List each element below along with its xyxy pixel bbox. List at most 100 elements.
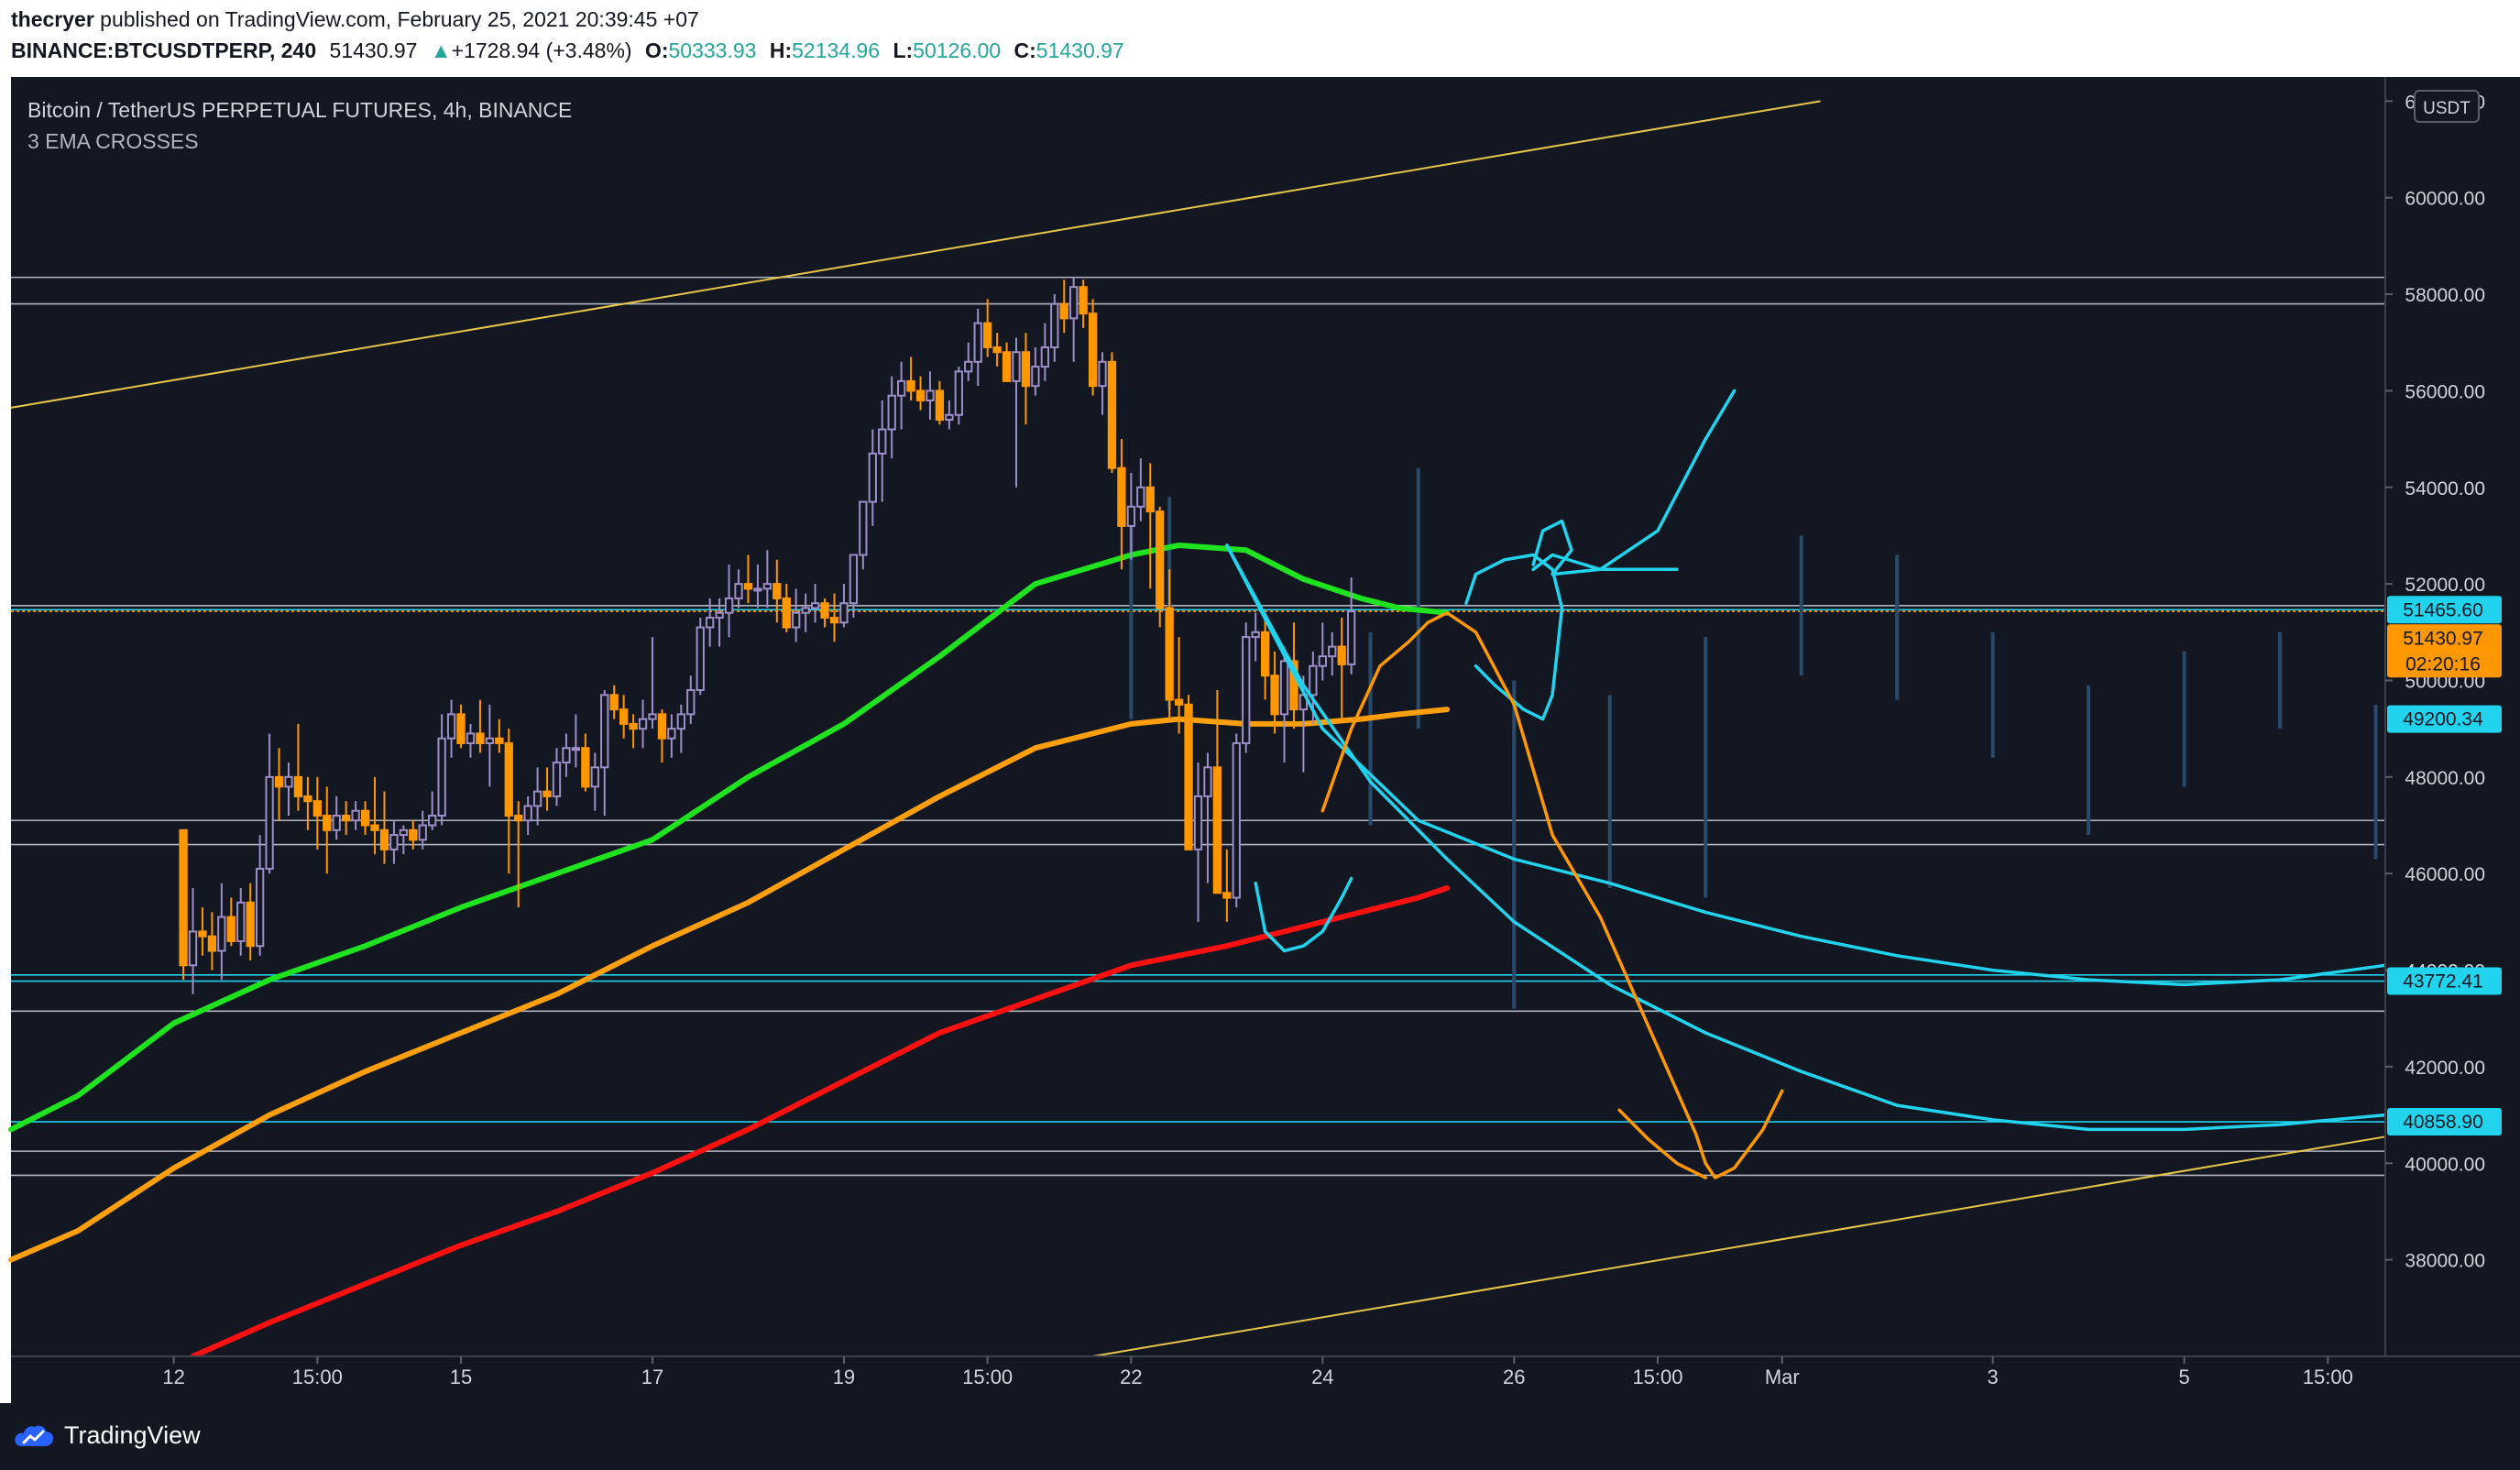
candle[interactable]	[1145, 463, 1155, 589]
candle[interactable]	[1126, 472, 1136, 560]
drawing-path[interactable]	[1225, 543, 2387, 987]
candle[interactable]	[207, 912, 217, 971]
candle[interactable]	[379, 791, 389, 864]
candle[interactable]	[312, 776, 322, 850]
chart[interactable]: Bitcoin / TetherUS PERPETUAL FUTURES, 4h…	[0, 0, 2520, 1403]
price-label[interactable]: 51465.60	[2387, 596, 2502, 624]
candle[interactable]	[896, 361, 906, 430]
candle[interactable]	[1136, 458, 1145, 521]
candle[interactable]	[409, 820, 418, 850]
candle[interactable]	[667, 714, 676, 758]
candle[interactable]	[724, 565, 734, 638]
candle[interactable]	[217, 883, 226, 981]
candle[interactable]	[1098, 352, 1107, 415]
candle[interactable]	[265, 733, 274, 874]
candle[interactable]	[638, 699, 648, 749]
candle[interactable]	[284, 762, 293, 816]
candle[interactable]	[782, 584, 791, 632]
candle[interactable]	[1347, 577, 1356, 675]
candle[interactable]	[706, 598, 715, 647]
channel-line[interactable]	[1092, 1135, 2386, 1357]
candle[interactable]	[303, 776, 312, 830]
candle[interactable]	[696, 618, 705, 696]
candle[interactable]	[1328, 631, 1337, 676]
candle[interactable]	[495, 719, 504, 753]
candle[interactable]	[571, 714, 581, 768]
candle[interactable]	[198, 907, 207, 956]
time-axis[interactable]	[11, 1356, 2520, 1403]
candle[interactable]	[1242, 622, 1251, 753]
candle[interactable]	[762, 550, 772, 609]
candle[interactable]	[360, 801, 370, 836]
author-name[interactable]: thecryer	[11, 7, 94, 31]
candle[interactable]	[351, 801, 360, 830]
candle[interactable]	[1318, 622, 1327, 681]
candle[interactable]	[1260, 618, 1270, 700]
candle[interactable]	[686, 675, 696, 724]
candle[interactable]	[274, 748, 284, 821]
candle[interactable]	[992, 333, 1002, 368]
candle[interactable]	[456, 704, 466, 749]
candle[interactable]	[504, 729, 513, 874]
drawing-path[interactable]	[1320, 610, 1784, 1179]
candle[interactable]	[1059, 280, 1068, 334]
currency-badge[interactable]	[2414, 90, 2480, 123]
candle[interactable]	[849, 554, 859, 619]
candle[interactable]	[179, 828, 188, 981]
indicator-label[interactable]: 3 EMA CROSSES	[27, 129, 199, 153]
drawing-path[interactable]	[1254, 876, 1353, 953]
candle[interactable]	[1050, 294, 1059, 362]
candle[interactable]	[399, 825, 409, 855]
candle[interactable]	[734, 569, 743, 609]
candle[interactable]	[982, 299, 992, 357]
candle[interactable]	[829, 593, 839, 642]
candle[interactable]	[226, 897, 236, 947]
candle[interactable]	[868, 429, 877, 526]
drawing-path[interactable]	[1225, 543, 2387, 1132]
candle[interactable]	[446, 699, 456, 758]
price-label[interactable]: 51430.97 02:20:16	[2387, 624, 2502, 678]
candle[interactable]	[418, 810, 427, 850]
candle[interactable]	[954, 367, 963, 425]
candle[interactable]	[1203, 752, 1212, 883]
candle[interactable]	[753, 565, 762, 609]
candle[interactable]	[562, 733, 571, 777]
candle[interactable]	[466, 723, 476, 758]
candle[interactable]	[676, 704, 685, 753]
tradingview-logo[interactable]: TradingView	[13, 1421, 201, 1450]
candle[interactable]	[476, 699, 485, 753]
candle[interactable]	[935, 380, 945, 425]
candle[interactable]	[810, 584, 820, 623]
candle[interactable]	[342, 801, 351, 836]
candles[interactable]	[179, 277, 1356, 994]
price-label[interactable]: 40858.90	[2387, 1108, 2502, 1136]
candle[interactable]	[792, 588, 801, 642]
candle[interactable]	[743, 554, 753, 604]
candle[interactable]	[878, 400, 887, 502]
candle[interactable]	[600, 690, 609, 816]
candle[interactable]	[332, 795, 341, 840]
candle[interactable]	[1337, 618, 1346, 719]
candle[interactable]	[859, 500, 868, 570]
candle[interactable]	[542, 767, 552, 811]
candle[interactable]	[1270, 651, 1279, 734]
candle[interactable]	[1251, 612, 1260, 662]
candle[interactable]	[188, 888, 198, 994]
candle[interactable]	[514, 801, 523, 908]
candle[interactable]	[581, 733, 590, 792]
drawing-path[interactable]	[1617, 1108, 1707, 1179]
candle[interactable]	[1156, 506, 1165, 628]
ema-line[interactable]	[8, 543, 1451, 1133]
candle[interactable]	[1088, 299, 1098, 396]
candle[interactable]	[1193, 762, 1203, 922]
candle[interactable]	[629, 714, 638, 749]
candle[interactable]	[1069, 277, 1079, 362]
candle[interactable]	[389, 820, 399, 864]
candle[interactable]	[255, 835, 265, 956]
candle[interactable]	[1079, 280, 1088, 328]
candle[interactable]	[485, 704, 495, 787]
candle[interactable]	[887, 376, 896, 459]
candle[interactable]	[370, 776, 379, 855]
candle[interactable]	[973, 308, 982, 387]
channel-line[interactable]	[10, 100, 1821, 409]
